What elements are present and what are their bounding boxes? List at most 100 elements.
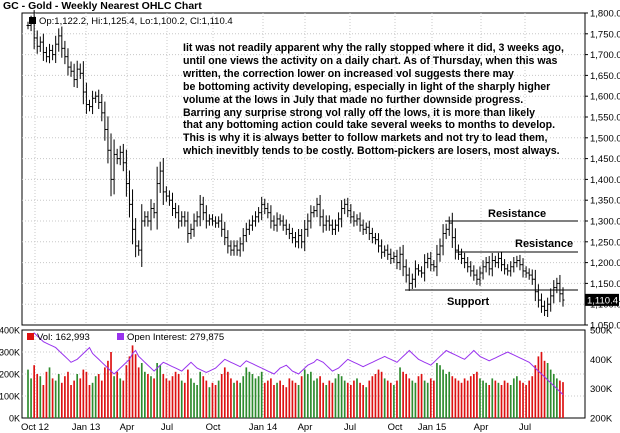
volume-bar bbox=[497, 382, 500, 418]
volume-bar bbox=[85, 371, 88, 418]
volume-bar bbox=[340, 376, 343, 418]
volume-bar bbox=[119, 378, 122, 418]
volume-bar bbox=[122, 380, 125, 418]
volume-bar bbox=[457, 380, 460, 418]
volume-bar bbox=[57, 374, 60, 418]
x-tick-label: Jul bbox=[344, 422, 356, 433]
volume-bar bbox=[433, 380, 435, 418]
volume-bar bbox=[180, 380, 183, 418]
volume-bar bbox=[162, 374, 165, 418]
volume-bar bbox=[214, 385, 217, 418]
price-tick-label: 1,600.0 bbox=[590, 92, 620, 103]
price-tick-label: 1,700.0 bbox=[590, 50, 620, 61]
ohlc-legend-swatch bbox=[29, 17, 36, 24]
volume-bar bbox=[79, 378, 82, 418]
volume-bar bbox=[110, 352, 112, 418]
volume-bar bbox=[365, 387, 368, 418]
volume-bar bbox=[562, 382, 564, 418]
support-label: Support bbox=[447, 296, 489, 308]
volume-legend-swatch bbox=[27, 333, 34, 340]
last-price-box bbox=[585, 293, 619, 306]
volume-bar bbox=[359, 382, 361, 418]
volume-bar bbox=[33, 365, 35, 418]
volume-bar bbox=[248, 371, 251, 418]
ohlc-legend: Op:1,122.2, Hi:1,125.4, Lo:1,100.2, Cl:1… bbox=[39, 16, 233, 27]
volume-bar bbox=[316, 378, 318, 418]
volume-bar bbox=[488, 385, 491, 418]
volume-bar bbox=[140, 363, 143, 418]
volume-bar bbox=[543, 360, 546, 418]
volume-bar bbox=[64, 376, 66, 418]
volume-bar bbox=[116, 371, 119, 418]
volume-bar bbox=[537, 356, 540, 418]
x-tick-label: Apr bbox=[298, 422, 313, 433]
volume-bar bbox=[383, 378, 386, 418]
volume-bar bbox=[374, 374, 377, 418]
volume-bar bbox=[454, 378, 457, 418]
price-tick-label: 1,200.0 bbox=[590, 258, 620, 269]
price-tick-label: 1,500.0 bbox=[590, 133, 620, 144]
volume-bar bbox=[131, 345, 134, 418]
volume-bar bbox=[325, 385, 328, 418]
price-tick-label: 1,750.0 bbox=[590, 29, 620, 40]
open-interest-line bbox=[27, 332, 564, 395]
volume-bar bbox=[97, 374, 100, 418]
volume-bar bbox=[193, 382, 195, 418]
volume-bar bbox=[546, 363, 549, 418]
volume-bar bbox=[552, 374, 555, 418]
volume-bar bbox=[331, 382, 334, 418]
price-tick-label: 1,150.0 bbox=[590, 279, 620, 290]
volume-bar bbox=[420, 374, 423, 418]
volume-bar bbox=[39, 376, 42, 418]
volume-bar bbox=[239, 382, 241, 418]
volume-bar bbox=[257, 376, 260, 418]
volume-bar bbox=[270, 378, 272, 418]
volume-bar bbox=[251, 374, 254, 418]
volume-bar bbox=[319, 376, 321, 418]
volume-bar bbox=[202, 376, 205, 418]
volume-bar bbox=[519, 380, 521, 418]
volume-bar bbox=[479, 378, 481, 418]
volume-bar bbox=[522, 382, 524, 418]
x-tick-label: Oct 12 bbox=[21, 422, 49, 433]
volume-bar bbox=[279, 380, 281, 418]
volume-bar bbox=[494, 380, 497, 418]
volume-legend: Vol: 162,993 bbox=[37, 332, 90, 343]
volume-bar bbox=[408, 378, 411, 418]
chart-title: GC - Gold - Weekly Nearest OHLC Chart bbox=[3, 0, 202, 12]
volume-bar bbox=[306, 374, 309, 418]
volume-bar bbox=[242, 376, 245, 418]
volume-bar bbox=[236, 380, 238, 418]
volume-bar bbox=[380, 371, 383, 418]
volume-bar bbox=[51, 378, 54, 418]
volume-bar bbox=[159, 365, 162, 418]
volume-bar bbox=[67, 371, 69, 418]
volume-bar bbox=[196, 385, 198, 418]
volume-bar bbox=[153, 378, 155, 418]
volume-bar bbox=[491, 378, 494, 418]
volume-bar bbox=[297, 385, 300, 418]
volume-bar bbox=[223, 367, 226, 418]
oi-legend-swatch bbox=[117, 333, 124, 340]
volume-bar bbox=[174, 371, 177, 418]
volume-tick-label: 200K bbox=[0, 370, 20, 380]
volume-bar bbox=[559, 380, 561, 418]
volume-bar bbox=[291, 380, 294, 418]
volume-bar bbox=[227, 371, 229, 418]
volume-bar bbox=[134, 354, 137, 418]
price-tick-label: 1,400.0 bbox=[590, 175, 620, 186]
x-tick-label: Jan 14 bbox=[249, 422, 278, 433]
volume-bar bbox=[36, 374, 39, 418]
volume-bar bbox=[371, 376, 374, 418]
volume-bar bbox=[171, 376, 174, 418]
volume-bar bbox=[463, 378, 466, 418]
volume-bar bbox=[183, 382, 186, 418]
volume-bar bbox=[540, 352, 543, 418]
oi-tick-label: 200K bbox=[590, 414, 613, 425]
volume-tick-label: 100K bbox=[0, 392, 20, 402]
volume-bar bbox=[472, 374, 475, 418]
volume-bar bbox=[254, 378, 257, 418]
oi-tick-label: 500K bbox=[590, 326, 613, 337]
volume-bar bbox=[147, 374, 149, 418]
